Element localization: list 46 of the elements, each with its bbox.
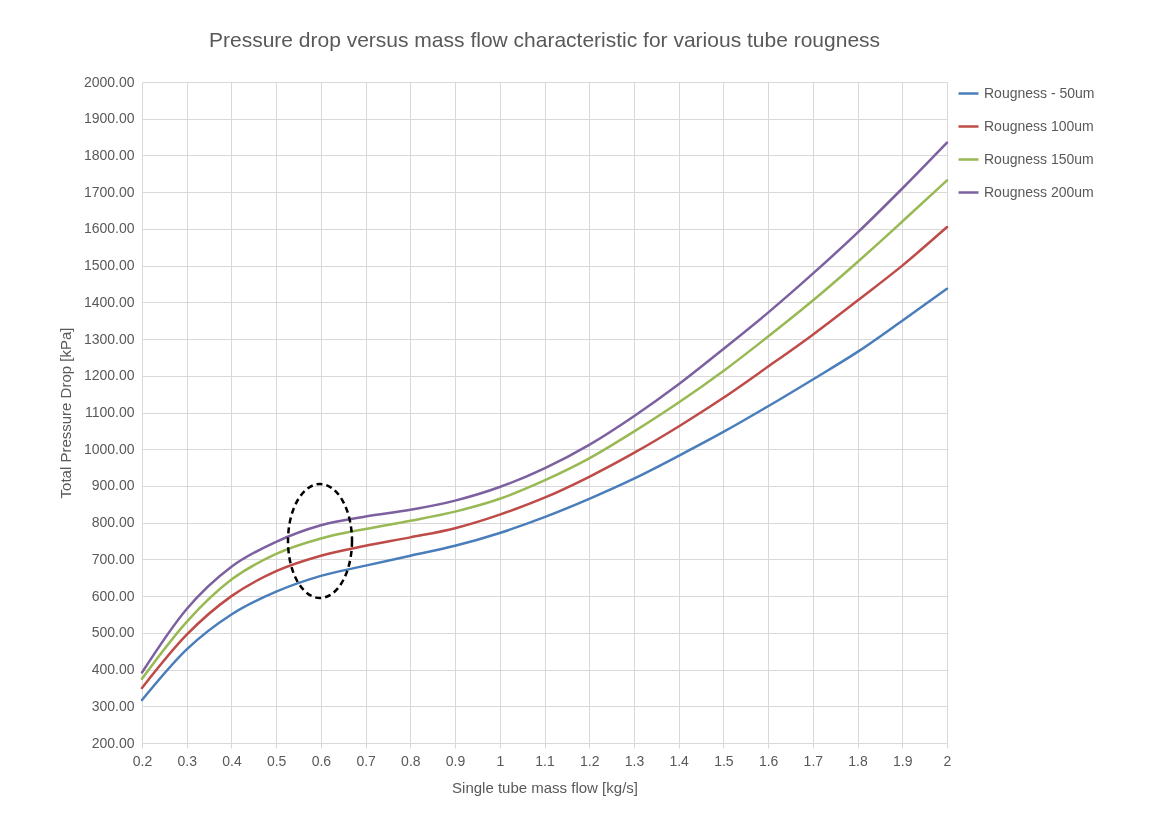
y-axis-title: Total Pressure Drop [kPa] (56, 327, 74, 499)
y-tick-label: 2000.00 (83, 73, 135, 90)
x-tick-label: 1.6 (758, 752, 779, 769)
y-tick-label: 1300.00 (83, 330, 135, 347)
x-tick-label: 1 (496, 752, 505, 769)
x-tick-label: 0.3 (177, 752, 198, 769)
x-tick-label: 0.9 (445, 752, 466, 769)
legend-label: Rougness 100um (984, 117, 1094, 134)
legend-label: Rougness - 50um (984, 84, 1095, 101)
y-tick-label: 1400.00 (83, 293, 135, 310)
y-tick-label: 1700.00 (83, 183, 135, 200)
y-tick-label: 200.00 (91, 734, 135, 751)
y-tick-label: 1600.00 (83, 220, 135, 237)
y-tick-label: 900.00 (91, 477, 135, 494)
legend-label: Rougness 200um (984, 183, 1094, 200)
y-tick-label: 1800.00 (83, 146, 135, 163)
x-tick-label: 1.3 (624, 752, 645, 769)
y-tick-label: 500.00 (91, 624, 135, 641)
x-tick-label: 0.7 (356, 752, 377, 769)
x-tick-label: 1.5 (714, 752, 734, 769)
y-tick-label: 1900.00 (83, 110, 135, 127)
x-tick-label: 1.4 (669, 752, 690, 769)
y-tick-label: 600.00 (91, 587, 135, 604)
x-tick-label: 1.1 (535, 752, 555, 769)
x-tick-label: 0.5 (266, 752, 287, 769)
x-tick-label: 1.2 (579, 752, 600, 769)
y-tick-label: 1000.00 (83, 440, 135, 457)
x-tick-label: 0.8 (401, 752, 421, 769)
y-tick-label: 800.00 (91, 514, 135, 531)
x-axis-title: Single tube mass flow [kg/s] (452, 778, 638, 796)
legend-label: Rougness 150um (984, 150, 1094, 167)
y-tick-label: 1200.00 (83, 367, 135, 384)
x-tick-label: 1.7 (803, 752, 824, 769)
line-series (140, 287, 949, 702)
x-tick-label: 2 (943, 752, 952, 769)
y-tick-label: 1500.00 (83, 257, 135, 274)
y-tick-label: 400.00 (91, 661, 135, 678)
x-tick-label: 0.2 (132, 752, 153, 769)
chart-title: Pressure drop versus mass flow characteristic for various tube rougness (208, 28, 881, 51)
y-tick-label: 700.00 (91, 550, 135, 567)
y-tick-label: 1100.00 (84, 404, 135, 420)
x-tick-label: 1.9 (893, 752, 913, 769)
y-tick-label: 300.00 (91, 697, 135, 714)
x-tick-label: 1.8 (848, 752, 868, 769)
x-tick-label: 0.6 (311, 752, 332, 769)
x-tick-label: 0.4 (222, 752, 242, 769)
